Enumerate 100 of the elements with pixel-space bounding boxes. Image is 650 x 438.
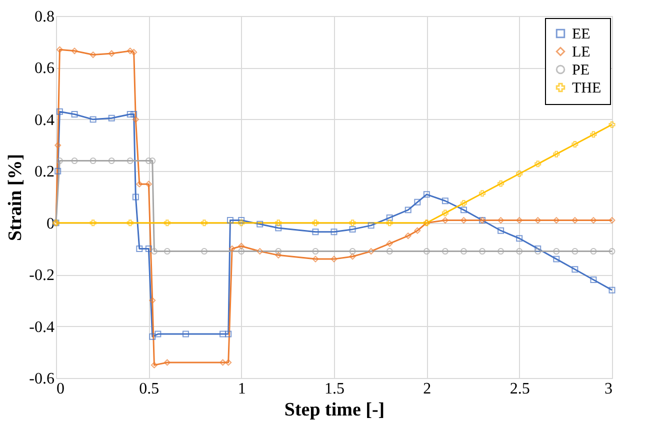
x-tick-label: 2 bbox=[423, 380, 432, 398]
x-tick-label: 0.5 bbox=[139, 380, 160, 398]
point bbox=[226, 217, 234, 224]
point bbox=[238, 242, 245, 250]
point bbox=[56, 108, 63, 115]
point bbox=[460, 200, 467, 206]
point bbox=[275, 252, 282, 258]
point bbox=[136, 245, 143, 252]
point bbox=[590, 217, 597, 224]
point bbox=[238, 220, 245, 226]
point bbox=[442, 198, 448, 204]
point bbox=[56, 158, 63, 164]
point bbox=[145, 158, 152, 164]
point bbox=[108, 158, 115, 164]
point bbox=[149, 297, 156, 304]
legend-label: PE bbox=[572, 62, 590, 78]
point bbox=[386, 214, 393, 221]
point bbox=[498, 180, 504, 187]
point bbox=[572, 266, 578, 273]
point bbox=[132, 194, 139, 200]
x-tick-label: 2.5 bbox=[510, 380, 530, 398]
point bbox=[126, 220, 134, 226]
point bbox=[423, 248, 430, 255]
point bbox=[516, 170, 523, 177]
point bbox=[145, 245, 152, 252]
point bbox=[90, 158, 96, 164]
point bbox=[386, 220, 393, 226]
point bbox=[460, 248, 467, 255]
point bbox=[386, 248, 393, 255]
point bbox=[71, 48, 78, 54]
point bbox=[312, 228, 319, 236]
point bbox=[516, 217, 523, 224]
point bbox=[349, 220, 356, 226]
point bbox=[414, 227, 421, 234]
point bbox=[275, 220, 282, 226]
point bbox=[442, 210, 448, 216]
point bbox=[608, 217, 616, 224]
point bbox=[516, 248, 523, 255]
point bbox=[220, 359, 226, 366]
y-tick-label: 0.2 bbox=[34, 164, 54, 181]
point bbox=[534, 160, 542, 168]
y-tick-label: 0.8 bbox=[34, 8, 54, 26]
y-tick-label: -0.2 bbox=[29, 267, 54, 284]
point bbox=[553, 150, 560, 158]
point bbox=[130, 48, 138, 56]
point bbox=[126, 48, 134, 54]
point bbox=[534, 217, 542, 224]
point bbox=[130, 111, 138, 118]
y-tick-label: -0.4 bbox=[29, 318, 54, 336]
point bbox=[572, 248, 578, 255]
point bbox=[414, 198, 421, 206]
point bbox=[590, 248, 597, 255]
point bbox=[108, 50, 115, 57]
point bbox=[590, 276, 597, 283]
y-tick-label: 0.4 bbox=[34, 112, 54, 129]
x-tick-label: 1 bbox=[238, 380, 246, 398]
point bbox=[71, 111, 78, 118]
point bbox=[126, 111, 134, 118]
point bbox=[275, 248, 282, 255]
point bbox=[349, 248, 356, 255]
point bbox=[349, 226, 356, 233]
point bbox=[312, 256, 319, 262]
point bbox=[534, 248, 542, 255]
point bbox=[534, 245, 542, 252]
point bbox=[56, 46, 63, 53]
point bbox=[479, 248, 486, 255]
point bbox=[71, 158, 78, 164]
point bbox=[132, 116, 139, 123]
point bbox=[225, 359, 232, 366]
point bbox=[90, 220, 96, 226]
point bbox=[275, 224, 282, 232]
point bbox=[150, 248, 158, 255]
point bbox=[442, 217, 448, 224]
y-tick-label: 0.6 bbox=[34, 60, 54, 78]
point bbox=[312, 248, 319, 255]
point bbox=[498, 227, 504, 234]
point bbox=[182, 330, 189, 338]
point bbox=[149, 158, 156, 164]
point bbox=[572, 217, 578, 224]
point bbox=[404, 206, 412, 214]
x-tick-label: 1.5 bbox=[324, 380, 344, 398]
point bbox=[330, 256, 338, 262]
point bbox=[460, 206, 467, 214]
point bbox=[386, 240, 393, 247]
point bbox=[201, 248, 208, 255]
point bbox=[460, 217, 467, 224]
point bbox=[225, 330, 232, 338]
point bbox=[164, 248, 170, 255]
point bbox=[368, 248, 374, 255]
point bbox=[164, 359, 170, 366]
point bbox=[479, 190, 486, 197]
point bbox=[608, 121, 616, 128]
legend-label: THE bbox=[572, 80, 602, 96]
x-axis-title: Step time [-] bbox=[284, 400, 385, 420]
point bbox=[498, 217, 504, 224]
point bbox=[590, 131, 597, 138]
point bbox=[145, 180, 152, 188]
y-tick-label: -0.6 bbox=[29, 370, 54, 388]
point bbox=[164, 220, 170, 226]
point bbox=[54, 168, 62, 174]
